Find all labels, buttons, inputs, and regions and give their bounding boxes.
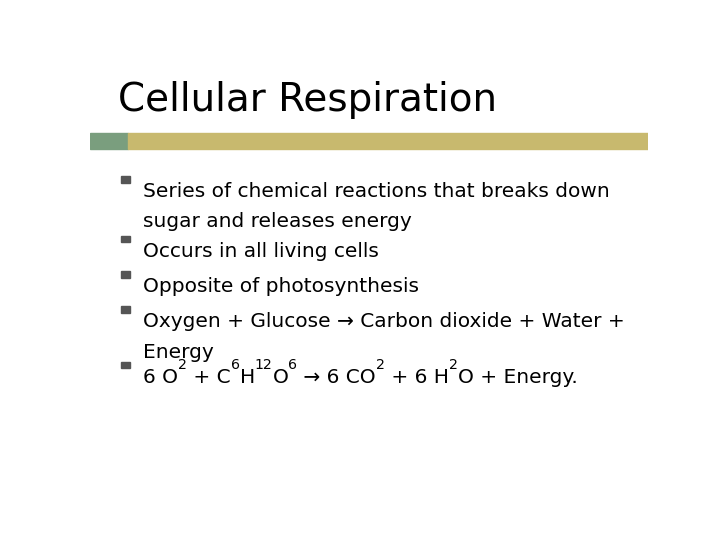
Bar [121,306,130,313]
Text: Oxygen + Glucose → Carbon dioxide + Water +: Oxygen + Glucose → Carbon dioxide + Wate… [143,312,625,331]
Text: O: O [272,368,289,387]
Bar [90,133,128,149]
Text: 6: 6 [289,359,297,373]
Text: 12: 12 [255,359,272,373]
Text: Series of chemical reactions that breaks down: Series of chemical reactions that breaks… [143,182,610,201]
Bar [121,361,130,368]
Bar [128,133,648,149]
Text: → 6 CO: → 6 CO [297,368,376,387]
Bar [121,235,130,242]
Text: 6: 6 [230,359,240,373]
Text: + 6 H: + 6 H [385,368,449,387]
Text: 6 O: 6 O [143,368,178,387]
Bar [121,271,130,278]
Text: 2: 2 [376,359,385,373]
Bar [121,176,130,183]
Text: O + Energy.: O + Energy. [458,368,577,387]
Text: H: H [240,368,255,387]
Text: Opposite of photosynthesis: Opposite of photosynthesis [143,277,419,296]
Text: Energy: Energy [143,342,214,362]
Text: 2: 2 [178,359,187,373]
Text: Cellular Respiration: Cellular Respiration [118,82,497,119]
Text: + C: + C [187,368,230,387]
Text: 2: 2 [449,359,458,373]
Text: sugar and releases energy: sugar and releases energy [143,212,412,232]
Text: Occurs in all living cells: Occurs in all living cells [143,241,379,260]
